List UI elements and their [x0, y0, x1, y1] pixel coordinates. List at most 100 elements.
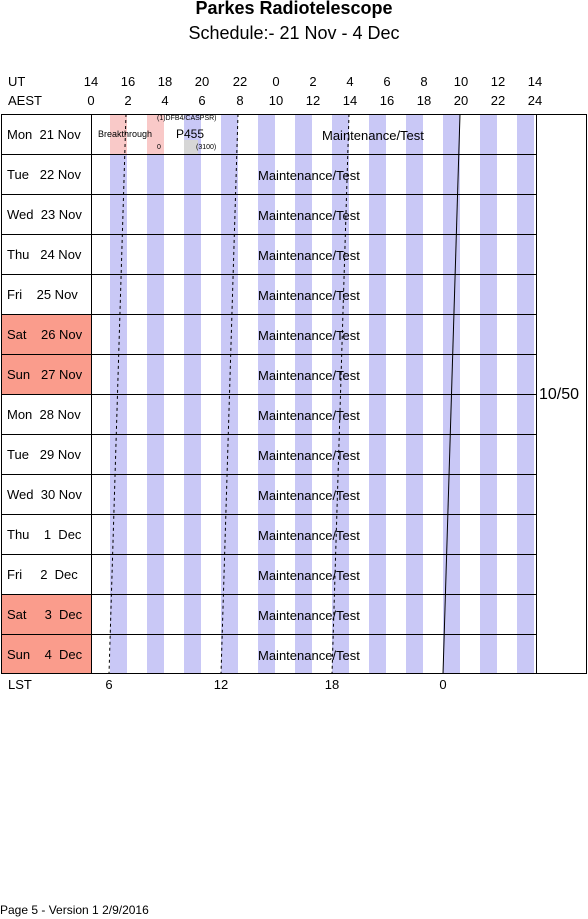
p455-receiver: (1)DFB4/CASPSR) — [157, 115, 217, 122]
ut-tick: 0 — [272, 74, 280, 89]
row-divider — [1, 434, 537, 435]
aest-tick: 16 — [379, 93, 395, 108]
side-divider — [536, 114, 537, 673]
row-divider — [1, 354, 537, 355]
page-subtitle: Schedule:- 21 Nov - 4 Dec — [188, 23, 400, 43]
aest-tick: 2 — [124, 93, 132, 108]
ut-tick: 4 — [346, 74, 354, 89]
hour-stripe — [369, 114, 386, 673]
row-activity: Maintenance/Test — [322, 128, 424, 143]
breakthrough-block-2 — [147, 115, 164, 154]
hour-stripe — [147, 114, 164, 673]
row-date-label: Fri 2 Dec — [7, 567, 78, 582]
aest-tick: 24 — [527, 93, 543, 108]
row-date-label: Sat 26 Nov — [1, 315, 91, 354]
ut-tick: 2 — [309, 74, 317, 89]
row-activity: Maintenance/Test — [258, 528, 360, 543]
row-activity: Maintenance/Test — [258, 168, 360, 183]
row-activity: Maintenance/Test — [258, 328, 360, 343]
row-activity: Maintenance/Test — [258, 488, 360, 503]
aest-tick: 0 — [87, 93, 95, 108]
row-date-label: Tue 22 Nov — [7, 167, 81, 182]
row-date-label: Fri 25 Nov — [7, 287, 78, 302]
row-divider — [1, 634, 537, 635]
lst-line-0 — [442, 114, 461, 674]
row-divider — [1, 474, 537, 475]
lst-tick: 12 — [213, 677, 229, 692]
row-divider — [1, 514, 537, 515]
lst-tick: 18 — [324, 677, 340, 692]
lst-line-18 — [331, 114, 350, 674]
lst-axis-label: LST — [8, 677, 32, 692]
ut-tick: 16 — [120, 74, 136, 89]
hour-stripe — [110, 114, 127, 673]
schedule-grid: Mon 21 Nov Maintenance/Test Tue 22 Nov Main… — [0, 114, 588, 674]
row-activity: Maintenance/Test — [258, 248, 360, 263]
ut-tick: 14 — [83, 74, 99, 89]
row-date-label: Wed 30 Nov — [7, 487, 82, 502]
ut-tick: 20 — [194, 74, 210, 89]
row-divider — [1, 194, 537, 195]
hour-stripe — [258, 114, 275, 673]
ut-tick: 8 — [420, 74, 428, 89]
row-date-label: Sat 3 Dec — [1, 595, 91, 634]
row-date-label: Mon 28 Nov — [7, 407, 81, 422]
p455-label: P455 — [176, 127, 205, 141]
row-date-label: Thu 1 Dec — [7, 527, 82, 542]
hour-stripe — [406, 114, 423, 673]
label-divider — [91, 114, 92, 673]
aest-tick: 10 — [268, 93, 284, 108]
row-date-label: Tue 29 Nov — [7, 447, 81, 462]
ut-tick: 14 — [527, 74, 543, 89]
row-activity: Maintenance/Test — [258, 208, 360, 223]
ut-tick: 18 — [157, 74, 173, 89]
lst-line-12 — [220, 114, 239, 674]
row-activity: Maintenance/Test — [258, 608, 360, 623]
ut-tick: 22 — [232, 74, 248, 89]
aest-tick: 6 — [198, 93, 206, 108]
aest-tick: 18 — [416, 93, 432, 108]
row-activity: Maintenance/Test — [258, 408, 360, 423]
aest-tick: 22 — [490, 93, 506, 108]
breakthrough-block — [110, 115, 127, 154]
hour-stripe — [480, 114, 497, 673]
aest-tick: 8 — [236, 93, 244, 108]
p455-block — [184, 140, 198, 154]
aest-tick: 20 — [453, 93, 469, 108]
row-divider — [1, 594, 537, 595]
lst-lines — [108, 114, 461, 674]
row-activity: Maintenance/Test — [258, 568, 360, 583]
footer-text: Page 5 - Version 1 2/9/2016 — [0, 903, 149, 917]
row-divider — [1, 394, 537, 395]
page-title: Parkes Radiotelescope — [195, 0, 393, 18]
row-divider — [1, 154, 537, 155]
side-count: 10/50 — [539, 386, 580, 403]
row-divider — [1, 234, 537, 235]
breakthrough-note: 0 — [157, 144, 161, 151]
lst-tick: 0 — [439, 677, 447, 692]
row-date-label: Thu 24 Nov — [7, 247, 82, 262]
row-divider — [1, 554, 537, 555]
hour-stripe — [184, 114, 201, 673]
row-date-label: Mon 21 Nov — [7, 127, 81, 142]
ut-tick: 6 — [383, 74, 391, 89]
row-date-label: Wed 23 Nov — [7, 207, 82, 222]
p455-bottom: (3100) — [196, 144, 217, 151]
row-divider — [1, 274, 537, 275]
row-date-label: Sun 4 Dec — [1, 635, 91, 674]
row-activity: Maintenance/Test — [258, 288, 360, 303]
row-date-label: Sun 27 Nov — [1, 355, 91, 394]
aest-tick: 12 — [305, 93, 321, 108]
ut-tick: 12 — [490, 74, 506, 89]
aest-axis-label: AEST — [8, 93, 42, 108]
row-activity: Maintenance/Test — [258, 648, 360, 663]
row-activity: Maintenance/Test — [258, 448, 360, 463]
row-activity: Maintenance/Test — [258, 368, 360, 383]
hour-stripe — [295, 114, 312, 673]
ut-tick: 10 — [453, 74, 469, 89]
lst-tick: 6 — [105, 677, 113, 692]
ut-axis-label: UT — [8, 74, 26, 89]
hour-stripe — [517, 114, 534, 673]
aest-tick: 14 — [342, 93, 358, 108]
lst-line-6 — [108, 114, 127, 674]
